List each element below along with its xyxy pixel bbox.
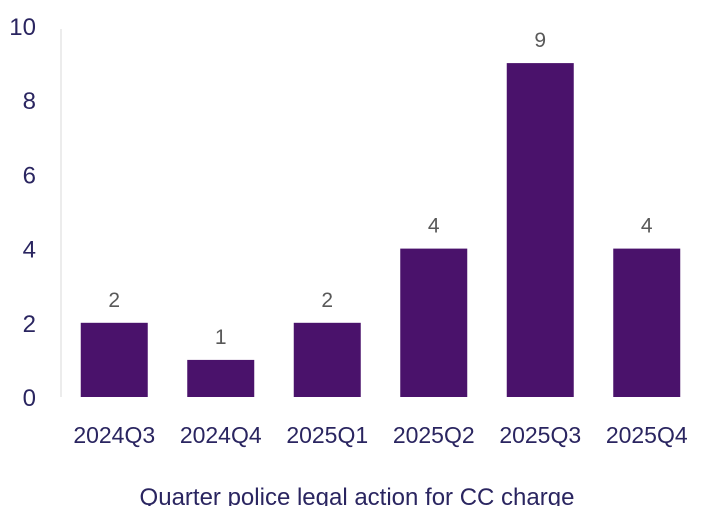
data-label: 2 bbox=[321, 289, 333, 312]
data-label: 9 bbox=[534, 29, 546, 52]
bars-group bbox=[80, 63, 681, 397]
bar bbox=[506, 63, 574, 397]
data-label: 1 bbox=[215, 326, 227, 349]
bar bbox=[400, 248, 468, 397]
data-label: 4 bbox=[641, 215, 653, 238]
x-tick-label: 2025Q2 bbox=[393, 422, 475, 448]
data-labels-group: 2 1 2 4 9 4 bbox=[108, 29, 653, 349]
y-tick-label: 0 bbox=[23, 385, 36, 412]
y-axis-ticks: 0 2 4 6 8 10 bbox=[9, 14, 36, 412]
bar bbox=[80, 322, 148, 397]
y-tick-label: 10 bbox=[9, 14, 36, 41]
y-tick-label: 6 bbox=[23, 162, 36, 189]
x-tick-label: 2024Q4 bbox=[180, 422, 262, 448]
y-tick-label: 4 bbox=[23, 237, 36, 264]
x-axis-title: Quarter police legal action for CC charg… bbox=[140, 484, 575, 506]
bar bbox=[613, 248, 681, 397]
x-tick-label: 2024Q3 bbox=[73, 422, 155, 448]
x-tick-label: 2025Q4 bbox=[606, 422, 688, 448]
data-label: 4 bbox=[428, 215, 440, 238]
x-tick-label: 2025Q3 bbox=[499, 422, 581, 448]
x-tick-label: 2025Q1 bbox=[286, 422, 368, 448]
data-label: 2 bbox=[108, 289, 120, 312]
y-tick-label: 2 bbox=[23, 311, 36, 338]
bar bbox=[187, 359, 255, 397]
bar bbox=[293, 322, 361, 397]
y-tick-label: 8 bbox=[23, 88, 36, 115]
x-axis-ticks: 2024Q3 2024Q4 2025Q1 2025Q2 2025Q3 2025Q4 bbox=[73, 422, 688, 448]
